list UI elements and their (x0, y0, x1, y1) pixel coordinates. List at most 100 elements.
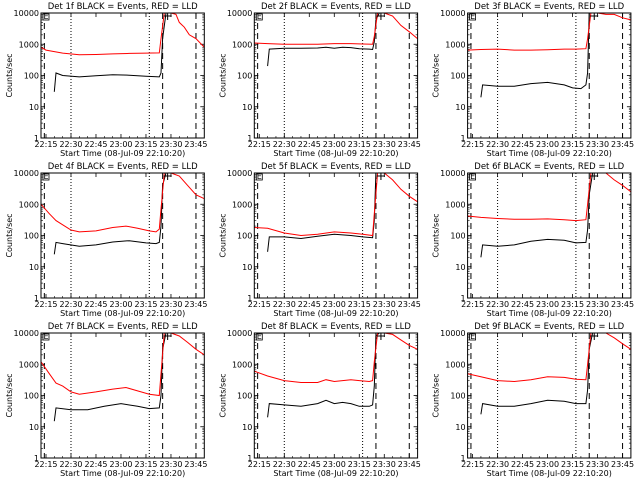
detector-panel-3: Det 3f BLACK = Events, RED = LLD 1 10 100 10… (432, 2, 634, 158)
y-axis-label: Counts/sec (5, 373, 14, 417)
y-tick-label: 10000 (440, 329, 465, 338)
x-tick-label: 22:15 (248, 140, 271, 149)
panel-title: Det 6f BLACK = Events, RED = LLD (474, 162, 624, 172)
x-tick-label: 22:30 (273, 460, 296, 469)
detector-panel-1: Det 1f BLACK = Events, RED = LLD 1 10 100 10… (5, 2, 207, 158)
x-tick-label: 22:15 (461, 460, 484, 469)
x-tick-label: 22:30 (273, 140, 296, 149)
y-tick-label: 1000 (19, 40, 39, 49)
e-box-label: E (257, 332, 262, 341)
x-tick-label: 22:30 (59, 460, 82, 469)
x-tick-label: 23:15 (348, 300, 371, 309)
lld-series-line (254, 173, 418, 237)
e-box-marker (42, 173, 50, 181)
plot-frame (40, 332, 205, 459)
x-tick-label: 23:30 (373, 140, 396, 149)
e-box-label: E (470, 12, 475, 21)
events-series-line (480, 333, 594, 415)
x-tick-label: 23:00 (323, 460, 346, 469)
y-tick-label: 1 (247, 454, 252, 463)
y-axis-label: Counts/sec (218, 53, 227, 97)
plot-frame (253, 12, 419, 139)
events-series-line (480, 13, 593, 98)
x-tick-label: 22:45 (298, 300, 321, 309)
y-tick-label: 1000 (232, 360, 252, 369)
y-tick-label: 10 (29, 423, 39, 432)
x-tick-label: 23:30 (373, 300, 396, 309)
y-tick-label: 100 (24, 232, 39, 241)
x-tick-label: 23:30 (159, 460, 182, 469)
x-tick-label: 22:15 (248, 300, 271, 309)
x-tick-label: 23:00 (109, 140, 132, 149)
e-box-label: E (43, 172, 48, 181)
detector-panel-6: Det 6f BLACK = Events, RED = LLD 1 10 100 10… (432, 162, 634, 318)
lld-series-line (254, 13, 418, 45)
e-box-marker (469, 13, 476, 21)
x-tick-label: 22:45 (298, 460, 321, 469)
y-tick-label: 1 (461, 294, 466, 303)
x-tick-label: 23:30 (373, 460, 396, 469)
x-tick-label: 23:15 (561, 460, 584, 469)
x-tick-label: 22:30 (486, 140, 509, 149)
events-series-line (267, 333, 380, 418)
plot-frame (40, 172, 205, 299)
y-tick-label: 100 (237, 72, 252, 81)
y-tick-label: 1000 (232, 200, 252, 209)
lld-series-line (41, 13, 205, 56)
lld-series-line (254, 333, 418, 383)
y-tick-label: 10000 (14, 169, 39, 178)
y-tick-label: 1 (461, 454, 466, 463)
y-tick-label: 1000 (19, 360, 39, 369)
y-tick-label: 10000 (14, 329, 39, 338)
x-tick-label: 22:15 (34, 460, 57, 469)
y-tick-label: 1000 (232, 40, 252, 49)
panel-title: Det 8f BLACK = Events, RED = LLD (261, 322, 411, 332)
y-tick-label: 1 (34, 134, 39, 143)
x-tick-label: 22:30 (273, 300, 296, 309)
x-tick-label: 23:45 (184, 460, 207, 469)
e-box-marker (469, 333, 476, 341)
x-tick-label: 23:30 (159, 300, 182, 309)
y-axis-label: Counts/sec (5, 53, 14, 97)
e-box-label: E (43, 12, 48, 21)
lld-series-line (41, 173, 205, 233)
x-tick-label: 23:00 (536, 140, 559, 149)
x-tick-label: 23:15 (561, 140, 584, 149)
x-tick-label: 22:45 (84, 300, 107, 309)
x-tick-label: 22:30 (486, 300, 509, 309)
x-tick-label: 22:45 (84, 460, 107, 469)
e-box-marker (469, 173, 476, 181)
y-tick-label: 100 (450, 392, 465, 401)
x-tick-label: 23:45 (611, 140, 634, 149)
plot-frame (467, 12, 632, 139)
e-box-label: E (470, 332, 475, 341)
y-tick-label: 1 (247, 134, 252, 143)
x-tick-label: 22:15 (248, 460, 271, 469)
events-series-line (53, 333, 167, 422)
y-axis-label: Counts/sec (218, 213, 227, 257)
x-tick-label: 22:45 (84, 140, 107, 149)
panel-title: Det 2f BLACK = Events, RED = LLD (261, 2, 411, 12)
e-box-marker (42, 13, 50, 21)
plot-frame (467, 172, 632, 299)
x-tick-label: 22:30 (486, 460, 509, 469)
detector-panel-9: Det 9f BLACK = Events, RED = LLD 1 10 100 10… (432, 322, 634, 478)
plot-frame (253, 332, 419, 459)
x-tick-label: 23:15 (134, 460, 157, 469)
x-axis-label: Start Time (08-Jul-09 22:10:20) (273, 149, 398, 158)
y-tick-label: 10 (29, 263, 39, 272)
y-tick-label: 1 (34, 454, 39, 463)
events-series-line (53, 13, 171, 92)
x-tick-label: 23:45 (398, 300, 421, 309)
y-tick-label: 100 (237, 232, 252, 241)
x-tick-label: 23:30 (586, 300, 609, 309)
e-box-label: E (257, 172, 262, 181)
x-tick-label: 23:30 (586, 460, 609, 469)
e-box-marker (255, 13, 263, 21)
y-axis-label: Counts/sec (5, 213, 14, 257)
detector-panel-4: Det 4f BLACK = Events, RED = LLD 1 10 100 10… (5, 162, 207, 318)
x-tick-label: 23:45 (184, 140, 207, 149)
y-tick-label: 10 (455, 103, 465, 112)
y-tick-label: 10 (242, 103, 252, 112)
detector-panel-2: Det 2f BLACK = Events, RED = LLD 1 10 100 10… (218, 2, 420, 158)
